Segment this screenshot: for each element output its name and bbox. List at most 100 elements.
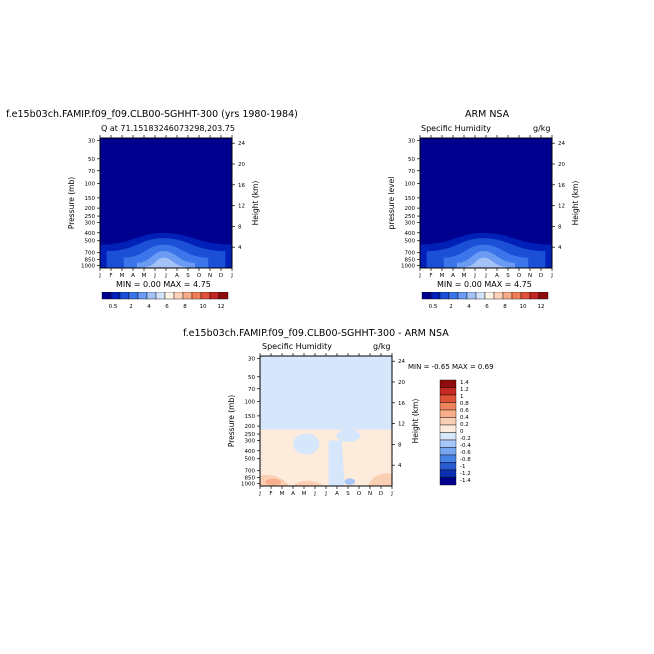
- x-tick-label: J: [484, 273, 487, 279]
- colorbar-label: 12: [218, 304, 225, 310]
- right-tick-label: 4: [398, 463, 402, 469]
- colorbar-cell: [101, 292, 112, 300]
- y-tick-label: 300: [85, 221, 96, 227]
- colorbar-label: 0.5: [109, 304, 118, 310]
- x-tick-label: J: [230, 273, 233, 279]
- colorbar-cell: [439, 292, 450, 300]
- colorbar-label: 0: [460, 429, 464, 435]
- right-tick-label: 24: [238, 141, 245, 147]
- colorbar-cell: [529, 292, 540, 300]
- y-tick-label: 500: [245, 457, 256, 463]
- x-tick-label: J: [418, 273, 421, 279]
- panel3-colorbar: 1.41.210.80.60.40.20-0.2-0.4-0.6-0.8-1-1…: [439, 379, 471, 486]
- contour-layer: [336, 428, 361, 442]
- colorbar-cell: [439, 417, 457, 426]
- colorbar-label: 8: [183, 304, 187, 310]
- colorbar-cell: [466, 292, 477, 300]
- y-tick-label: 70: [88, 169, 95, 175]
- y-tick-label: 100: [245, 399, 256, 405]
- right-tick-label: 12: [238, 204, 245, 210]
- colorbar-cell: [173, 292, 184, 300]
- right-tick-label: 12: [558, 204, 565, 210]
- colorbar-label: -0.6: [460, 450, 471, 456]
- right-tick-label: 8: [398, 442, 402, 448]
- colorbar-label: 2: [449, 304, 453, 310]
- colorbar-label: 0.4: [460, 415, 469, 421]
- x-tick-label: M: [462, 273, 467, 279]
- panel1-title: f.e15b03ch.FAMIP.f09_f09.CLB00-SGHHT-300…: [6, 109, 298, 120]
- colorbar-cell: [538, 292, 549, 300]
- colorbar-cell: [421, 292, 432, 300]
- y-tick-label: 100: [85, 181, 96, 187]
- y-tick-label: 400: [245, 449, 256, 455]
- x-tick-label: S: [186, 273, 190, 279]
- right-tick-label: 16: [238, 183, 245, 189]
- x-tick-label: F: [109, 273, 112, 279]
- right-axis-label: Height (km): [251, 181, 260, 226]
- right-tick-label: 16: [398, 401, 405, 407]
- colorbar-label: -1.4: [460, 478, 471, 484]
- colorbar-label: 0.5: [429, 304, 438, 310]
- y-tick-label: 70: [248, 387, 255, 393]
- y-tick-label: 1000: [241, 481, 255, 487]
- right-tick-label: 8: [238, 224, 242, 230]
- colorbar-cell: [439, 477, 457, 486]
- colorbar-cell: [439, 394, 457, 403]
- colorbar-cell: [520, 292, 531, 300]
- colorbar-cell: [119, 292, 130, 300]
- right-axis-label: Height (km): [411, 399, 420, 444]
- y-tick-label: 700: [245, 469, 256, 475]
- right-tick-label: 8: [558, 224, 562, 230]
- contour-layer: [265, 478, 282, 486]
- contour-layer: [344, 478, 356, 485]
- y-axis-label: Pressure (mb): [67, 177, 76, 229]
- x-tick-label: J: [153, 273, 156, 279]
- y-tick-label: 30: [88, 139, 95, 145]
- colorbar-cell: [448, 292, 459, 300]
- contour-layer: [293, 480, 324, 486]
- x-tick-label: O: [517, 273, 522, 279]
- colorbar-label: 2: [129, 304, 133, 310]
- y-tick-label: 250: [245, 432, 256, 438]
- panel2-title: ARM NSA: [465, 109, 510, 120]
- colorbar-cell: [439, 439, 457, 448]
- colorbar-cell: [128, 292, 139, 300]
- y-tick-label: 30: [408, 139, 415, 145]
- x-tick-label: A: [495, 273, 499, 279]
- colorbar-cell: [155, 292, 166, 300]
- colorbar-cell: [439, 402, 457, 411]
- colorbar-label: 1: [460, 394, 464, 400]
- y-tick-label: 150: [85, 196, 96, 202]
- panel3-subtitle-left: Specific Humidity: [262, 342, 332, 351]
- x-tick-label: F: [429, 273, 432, 279]
- right-tick-label: 24: [558, 141, 565, 147]
- x-tick-label: M: [142, 273, 147, 279]
- y-tick-label: 100: [405, 181, 416, 187]
- panel1-colorbar: 0.52468101214: [101, 292, 229, 310]
- contour-layer: [146, 257, 186, 268]
- x-tick-label: J: [164, 273, 167, 279]
- panel3-plot: J F M A M J J A S O N D J305070100150200250300400500…: [227, 353, 420, 497]
- right-tick-label: 20: [238, 162, 245, 168]
- x-tick-label: M: [280, 491, 285, 497]
- colorbar-label: 4: [147, 304, 151, 310]
- colorbar-label: 0.6: [460, 408, 469, 414]
- contour-layer: [368, 473, 392, 486]
- x-tick-label: S: [346, 491, 350, 497]
- contour-layer: [328, 440, 345, 486]
- colorbar-cell: [457, 292, 468, 300]
- y-tick-label: 1000: [81, 263, 95, 269]
- colorbar-cell: [182, 292, 193, 300]
- colorbar-label: 12: [538, 304, 545, 310]
- colorbar-label: 8: [503, 304, 507, 310]
- panel2-subtitle-right: g/kg: [533, 124, 551, 133]
- colorbar-cell: [439, 462, 457, 471]
- y-tick-label: 150: [405, 196, 416, 202]
- x-tick-label: A: [451, 273, 455, 279]
- y-tick-label: 700: [405, 251, 416, 257]
- y-tick-label: 850: [85, 258, 96, 264]
- right-tick-label: 20: [398, 380, 405, 386]
- contour-layer: [466, 257, 506, 268]
- y-tick-label: 250: [85, 214, 96, 220]
- right-tick-label: 20: [558, 162, 565, 168]
